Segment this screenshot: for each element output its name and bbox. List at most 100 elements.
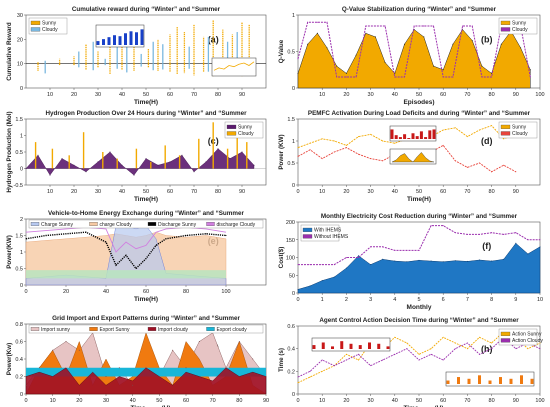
legend-label: Sunny [512, 125, 527, 131]
x-tick-label: 30 [103, 398, 109, 404]
inset-bar [124, 33, 127, 45]
data-point [321, 158, 323, 160]
data-point [307, 43, 309, 45]
x-axis-label: (H) [161, 405, 170, 407]
x-tick-label: 50 [143, 189, 149, 195]
data-point [316, 32, 318, 34]
data-point [321, 370, 323, 372]
data-point [452, 43, 454, 45]
data-point [297, 264, 299, 266]
x-tick-label: 60 [440, 398, 446, 404]
inset-bar [358, 345, 362, 349]
y-tick-label: 0.5 [15, 150, 23, 156]
data-point [479, 259, 480, 261]
data-point [121, 164, 123, 166]
x-tick-label: 90 [513, 189, 519, 195]
chart-title: Agent Control Action Decision Time durin… [319, 317, 519, 324]
y-tick-label: 1.5 [15, 234, 23, 240]
data-point [394, 336, 396, 338]
legend-swatch [206, 327, 215, 331]
x-tick-label: 40 [392, 189, 398, 195]
data-point [309, 149, 311, 151]
data-point [205, 233, 207, 235]
data-point [394, 249, 396, 251]
x-axis-label: Time(H) [407, 196, 431, 203]
y-axis-label: Power (KW) [278, 134, 285, 169]
x-tick-label: 60 [143, 289, 149, 295]
chart-panel-b: 10 20 30 40 50 60 70 80 90 100 0 0.5 1 Q-Value Stabil… [278, 6, 545, 106]
y-tick-label: 0.4 [15, 357, 23, 363]
legend-swatch [500, 338, 511, 343]
inset-bar [446, 380, 450, 384]
x-tick-label: 5 [417, 297, 420, 303]
inset-bar [349, 343, 353, 349]
data-point [297, 72, 299, 74]
data-point [61, 158, 63, 160]
chart-title: Grid Import and Export Patterns during “… [52, 315, 240, 322]
data-point [515, 171, 517, 173]
x-tick-label: 9 [514, 297, 517, 303]
inset-bar [403, 134, 407, 139]
inset-bar [140, 29, 144, 45]
data-point [333, 365, 335, 367]
y-tick-label: 1 [20, 134, 23, 140]
x-tick-label: 70 [191, 189, 197, 195]
panel-letter: (d) [481, 136, 493, 146]
data-point [85, 171, 87, 173]
data-point [481, 76, 483, 78]
data-point [491, 232, 493, 234]
data-point [333, 276, 335, 278]
data-point [529, 69, 531, 71]
data-point [85, 231, 87, 233]
panel-letter: (a) [208, 35, 219, 45]
data-point [418, 353, 420, 355]
data-point [442, 69, 444, 71]
data-point [309, 285, 311, 287]
data-point [65, 233, 67, 235]
x-tick-label: 40 [119, 189, 125, 195]
x-axis-label: Time(H) [134, 99, 158, 106]
series-area [25, 367, 267, 395]
data-point [241, 151, 243, 153]
y-tick-label: 50 [289, 273, 295, 279]
x-tick-label: 0 [296, 398, 299, 404]
chart-panel-g: 0 10 20 30 40 50 60 70 80 90 0 0.2 0.4 0.6 0.8 Grid Imp… [6, 315, 269, 407]
data-point [198, 341, 200, 342]
x-tick-label: 10 [537, 297, 543, 303]
inset-bar [488, 380, 492, 384]
legend-swatch [500, 331, 511, 336]
data-point [253, 164, 255, 166]
inset-bar [398, 137, 402, 139]
x-tick-label: 10 [50, 398, 56, 404]
y-tick-label: 0 [20, 86, 23, 92]
y-tick-label: 0.6 [287, 324, 295, 330]
data-point [382, 359, 384, 361]
data-point [503, 164, 505, 166]
data-point [481, 65, 483, 67]
data-point [307, 21, 309, 23]
chart-title: Hydrogen Production Over 24 Hours during… [45, 110, 247, 117]
x-tick-label: 40 [119, 92, 125, 98]
x-tick-label: 10 [47, 189, 53, 195]
data-point [466, 260, 468, 262]
data-point [265, 376, 267, 377]
inset-bar [390, 129, 394, 139]
data-point [181, 154, 183, 156]
data-point [355, 76, 357, 78]
data-point [309, 376, 311, 378]
y-tick-label: 1 [292, 13, 295, 19]
x-tick-label: 70 [191, 92, 197, 98]
x-tick-label: 70 [464, 398, 470, 404]
inset-bar [407, 138, 411, 139]
x-tick-label: 2 [345, 297, 348, 303]
data-point [503, 258, 505, 260]
data-point [454, 342, 456, 344]
data-point [442, 261, 444, 263]
legend-label: Export Sunny [100, 327, 131, 333]
data-point [135, 268, 137, 269]
x-tick-label: 20 [343, 398, 349, 404]
data-point [491, 171, 493, 173]
data-point [365, 32, 367, 34]
x-axis-label: Episodes) [403, 99, 434, 106]
